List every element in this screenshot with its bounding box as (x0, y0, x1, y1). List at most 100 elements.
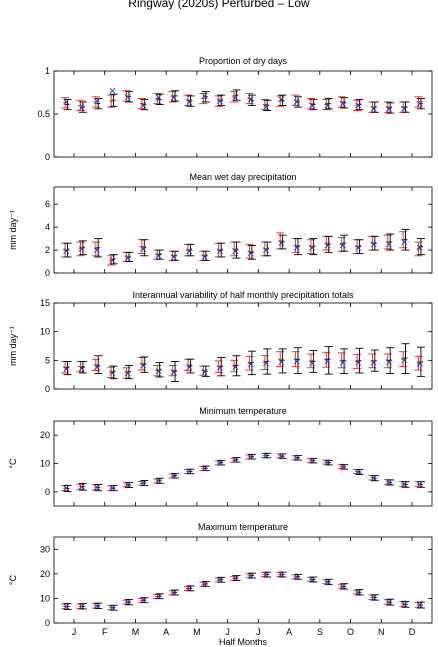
data-point-x (263, 247, 269, 253)
marker-stroke (401, 239, 408, 245)
x-tick-label: J (256, 627, 261, 637)
data-point-x (247, 361, 254, 368)
marker-stroke (309, 360, 316, 367)
marker-stroke (170, 94, 177, 101)
data-point-x (293, 99, 300, 105)
black-error-bar (355, 347, 364, 374)
data-point-x (370, 475, 377, 481)
marker-stroke (155, 593, 162, 600)
marker-stroke (170, 254, 177, 260)
data-point-x (63, 603, 70, 610)
data-point-x (109, 87, 116, 94)
marker-stroke (170, 589, 177, 596)
marker-stroke (124, 481, 131, 488)
marker-stroke (201, 93, 208, 99)
data-point-x (124, 481, 131, 488)
marker-stroke (109, 257, 116, 264)
data-point-x (309, 244, 316, 251)
marker-stroke (278, 96, 285, 103)
data-point-x (94, 602, 100, 609)
data-point-x (78, 246, 85, 252)
y-tick-label: 15 (40, 298, 50, 308)
marker-stroke (217, 460, 223, 466)
marker-stroke (370, 241, 377, 248)
data-point-x (401, 357, 408, 364)
data-point-x (309, 102, 316, 109)
marker-stroke (201, 581, 208, 588)
data-point-x (170, 254, 177, 260)
y-tick-label: 10 (40, 327, 50, 337)
data-point-x (217, 248, 223, 255)
marker-stroke (386, 479, 392, 486)
data-point-x (401, 601, 408, 608)
axes-frame (53, 302, 433, 390)
marker-stroke (370, 475, 377, 481)
y-tick-label: 10 (40, 593, 50, 603)
data-point-x (217, 98, 223, 105)
marker-stroke (63, 248, 70, 255)
marker-stroke (324, 102, 331, 109)
data-point-x (309, 457, 316, 464)
black-error-bar (94, 238, 103, 258)
data-point-x (370, 241, 377, 248)
data-point-x (324, 459, 331, 466)
y-axis-label: °C (8, 458, 18, 469)
x-tick-label: A (163, 627, 169, 637)
marker-stroke (278, 240, 285, 247)
marker-stroke (232, 248, 239, 255)
marker-stroke (263, 452, 269, 459)
chart-panel-4: Minimum temperature 0 10 20 °C (8, 406, 433, 507)
marker-stroke (186, 585, 193, 592)
marker-stroke (186, 248, 193, 255)
data-point-x (201, 465, 208, 472)
data-point-x (309, 360, 316, 367)
x-tick-label: D (409, 627, 416, 637)
data-point-x (232, 248, 239, 255)
data-point-x (155, 477, 162, 484)
black-error-bar (124, 91, 133, 103)
black-error-bar (109, 93, 118, 107)
data-point-x (170, 589, 177, 596)
marker-stroke (247, 572, 254, 579)
x-tick-label: N (378, 627, 385, 637)
marker-stroke (355, 102, 362, 109)
black-error-bar (63, 98, 72, 111)
marker-stroke (293, 99, 300, 105)
data-point-x (386, 105, 392, 112)
data-point-x (401, 239, 408, 245)
chart-panel-3: Interannual variability of half monthly … (8, 290, 433, 394)
marker-stroke (217, 364, 223, 371)
marker-stroke (247, 96, 254, 103)
marker-stroke (217, 248, 223, 255)
marker-stroke (94, 484, 100, 491)
black-error-bar (416, 346, 425, 377)
panel-title: Proportion of dry days (199, 56, 288, 66)
data-point-x (416, 100, 423, 107)
marker-stroke (186, 99, 193, 105)
y-tick-label: 0 (45, 618, 50, 628)
data-point-x (124, 370, 131, 377)
marker-stroke (78, 105, 85, 111)
marker-stroke (293, 573, 300, 580)
marker-stroke (401, 601, 408, 608)
marker-stroke (309, 102, 316, 109)
data-point-x (78, 483, 85, 490)
data-point-x (293, 573, 300, 580)
marker-stroke (140, 480, 147, 487)
data-point-x (386, 241, 392, 248)
marker-stroke (186, 364, 193, 371)
data-point-x (201, 93, 208, 99)
data-point-x (355, 468, 362, 475)
data-point-x (109, 257, 116, 264)
y-tick-label: 0 (45, 487, 50, 497)
marker-stroke (324, 459, 331, 466)
y-tick-label: 30 (40, 544, 50, 554)
black-error-bar (386, 598, 395, 606)
marker-stroke (401, 481, 408, 488)
marker-stroke (416, 360, 423, 367)
marker-stroke (63, 485, 70, 492)
black-error-bar (370, 349, 379, 372)
data-point-x (278, 359, 285, 365)
marker-stroke (416, 481, 423, 488)
